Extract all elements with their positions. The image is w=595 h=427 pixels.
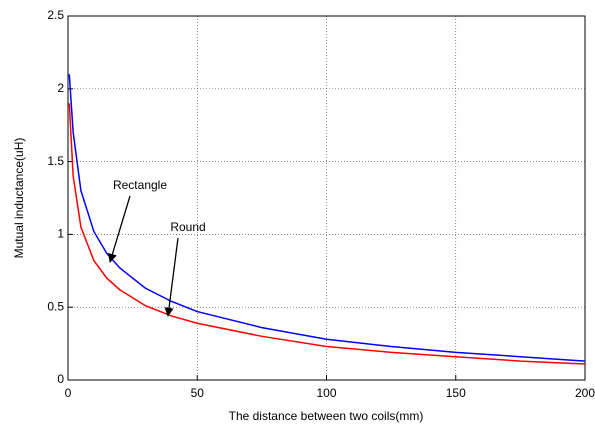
x-axis-label: The distance between two coils(mm)	[229, 409, 424, 423]
y-tick-label: 2	[57, 81, 64, 95]
series-line	[68, 74, 586, 362]
x-tick-label: 100	[316, 386, 336, 400]
annotation: Round	[170, 220, 205, 234]
y-tick-label: 1.5	[47, 154, 64, 168]
plot-frame	[67, 15, 586, 381]
series-line	[68, 103, 586, 365]
x-tick-label: 0	[65, 386, 72, 400]
annotation-arrow	[164, 237, 179, 317]
annotation-arrow	[108, 195, 131, 263]
y-tick-label: 1	[57, 227, 64, 241]
x-tick-label: 50	[191, 386, 205, 400]
y-tick-label: 0.5	[47, 299, 64, 313]
y-tick-label: 2.5	[47, 8, 64, 22]
y-tick-label: 0	[57, 372, 64, 386]
annotation: Rectangle	[113, 178, 167, 192]
x-tick-label: 200	[575, 386, 595, 400]
y-axis-label: Mutual inductance(uH)	[12, 138, 26, 259]
x-tick-label: 150	[446, 386, 466, 400]
